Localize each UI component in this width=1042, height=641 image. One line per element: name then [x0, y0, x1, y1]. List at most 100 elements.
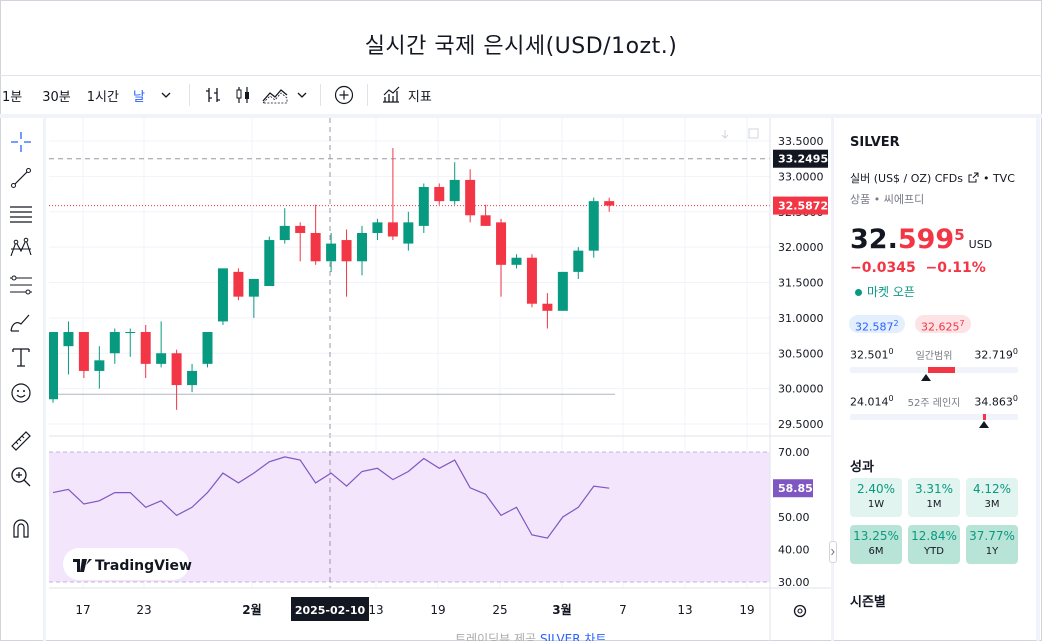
candle-body [357, 232, 367, 262]
perf-ytd[interactable]: 12.84% YTD [908, 525, 960, 564]
perf-1y[interactable]: 37.77% 1Y [966, 525, 1018, 564]
magnet-icon[interactable] [7, 514, 35, 542]
indicators-icon[interactable] [379, 83, 403, 107]
candle [526, 254, 537, 308]
indicators-button[interactable]: 지표 [407, 89, 432, 105]
candle [217, 268, 228, 325]
brush-icon[interactable] [7, 308, 35, 336]
perf-3m[interactable]: 4.12% 3M [966, 478, 1018, 517]
external-link-icon[interactable] [968, 172, 979, 183]
candle-body [604, 201, 615, 206]
maximize-icon[interactable] [748, 128, 759, 139]
interval-30m[interactable]: 30분 [42, 89, 71, 105]
bar-chart-icon[interactable] [201, 83, 225, 107]
performance-grid: 2.40% 1W 3.31% 1M 4.12% 3M 13.25% 6M 12.84% Y… [850, 478, 1020, 564]
exchange-name: TVC [992, 172, 1015, 185]
price-tick-label: 33.0000 [778, 170, 824, 183]
candle-body [341, 240, 352, 262]
candle [202, 332, 213, 368]
fib-retracement-icon[interactable] [7, 200, 35, 228]
candle [588, 197, 599, 258]
day-range-marker [920, 374, 931, 381]
candle [465, 169, 476, 223]
last-price: 32.5995USD [850, 224, 993, 255]
time-tick-label: 7 [619, 603, 627, 617]
candle [357, 225, 367, 276]
candle-body [171, 353, 182, 386]
drawing-toolbar [0, 118, 46, 641]
time-tick-label: 3월 [552, 602, 571, 617]
candle [94, 346, 105, 389]
candle [187, 363, 198, 393]
candle-body [187, 370, 198, 386]
candle [434, 183, 445, 205]
collapse-panel-handle[interactable] [829, 541, 837, 563]
candle [233, 268, 244, 301]
chevron-down-icon[interactable] [295, 83, 309, 107]
rsi-tick-label: 30.00 [778, 576, 810, 589]
time-tick-label: 25 [492, 603, 507, 617]
interval-1m[interactable]: 1분 [2, 89, 23, 105]
candle-body [279, 225, 290, 241]
price-chart[interactable]: 29.5000 30.0000 30.5000 31.0000 31.5000 32.00… [48, 118, 831, 641]
candle [573, 247, 584, 279]
candle [372, 218, 383, 241]
rsi-tick-label: 40.00 [778, 544, 810, 557]
toolbar-separator [319, 84, 321, 106]
candle [63, 321, 74, 375]
pattern-icon[interactable] [7, 234, 35, 262]
candle-body [557, 271, 568, 311]
toolbar-separator [188, 84, 190, 106]
ruler-icon[interactable] [7, 427, 35, 455]
candle [418, 183, 429, 233]
trend-line-icon[interactable] [7, 164, 35, 192]
perf-1m[interactable]: 3.31% 1M [908, 478, 960, 517]
crosshair-date-label: 2025-02-10 [295, 604, 366, 617]
download-icon[interactable] [721, 130, 729, 139]
candle [403, 211, 414, 251]
candle [480, 204, 491, 226]
footer-link[interactable]: SILVER 차트 [539, 632, 607, 641]
gear-icon[interactable] [793, 604, 807, 618]
candle [109, 328, 120, 364]
title-divider [0, 75, 1042, 76]
chevron-down-icon[interactable] [154, 83, 178, 107]
add-compare-icon[interactable] [332, 83, 356, 107]
interval-day[interactable]: 날 [132, 89, 145, 105]
area-chart-icon[interactable] [261, 83, 289, 107]
candle-body [542, 303, 553, 311]
tradingview-badge[interactable]: TradingView [63, 548, 192, 580]
emoji-icon[interactable] [7, 379, 35, 407]
candle-body [63, 332, 74, 347]
time-tick-label: 13 [677, 603, 692, 617]
interval-1h[interactable]: 1시간 [86, 89, 119, 105]
candle-chart-icon[interactable] [231, 83, 255, 107]
candle-body [156, 353, 167, 364]
candle [125, 328, 136, 357]
zoom-icon[interactable] [7, 463, 35, 491]
time-tick-label: 17 [75, 603, 90, 617]
candle-body [109, 332, 120, 354]
perf-1w[interactable]: 2.40% 1W [850, 478, 902, 517]
crosshair-icon[interactable] [7, 128, 35, 156]
chart-toolbar: 1분 30분 1시간 날 지표 [0, 78, 1042, 112]
symbol-name: SILVER [850, 135, 900, 150]
crosshair-price-label: 33.2495 [778, 153, 828, 166]
perf-6m[interactable]: 13.25% 6M [850, 525, 902, 564]
market-status: 마켓 오픈 [855, 283, 915, 300]
panel-divider [831, 118, 834, 641]
price-tick-label: 31.0000 [778, 312, 824, 325]
candle [449, 162, 460, 205]
prediction-icon[interactable] [7, 270, 35, 298]
text-icon[interactable] [7, 343, 35, 371]
candle-body [526, 257, 537, 304]
tradingview-brand: TradingView [95, 558, 192, 574]
week52-range-marker [979, 421, 990, 428]
currency: USD [968, 238, 993, 251]
candle-body [94, 360, 105, 371]
symbol-panel: SILVER 실버 (US$ / OZ) CFDs • TVC 상품 • 씨에프… [835, 118, 1033, 641]
seasonal-title: 시즌별 [850, 595, 886, 610]
panel-scrollbar[interactable] [1035, 118, 1041, 641]
symbol-desc-text[interactable]: 실버 (US$ / OZ) CFDs [850, 172, 963, 185]
price-tick-label: 31.5000 [778, 277, 824, 290]
